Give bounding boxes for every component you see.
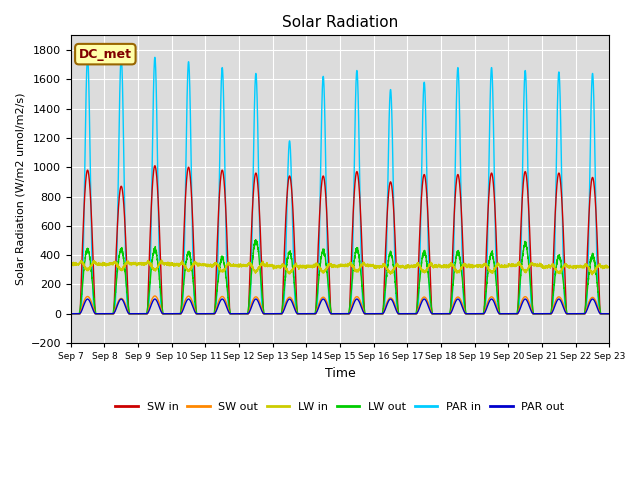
Text: DC_met: DC_met: [79, 48, 132, 60]
Title: Solar Radiation: Solar Radiation: [282, 15, 398, 30]
Y-axis label: Solar Radiation (W/m2 umol/m2/s): Solar Radiation (W/m2 umol/m2/s): [15, 93, 25, 286]
X-axis label: Time: Time: [324, 367, 355, 380]
Legend: SW in, SW out, LW in, LW out, PAR in, PAR out: SW in, SW out, LW in, LW out, PAR in, PA…: [111, 398, 569, 417]
